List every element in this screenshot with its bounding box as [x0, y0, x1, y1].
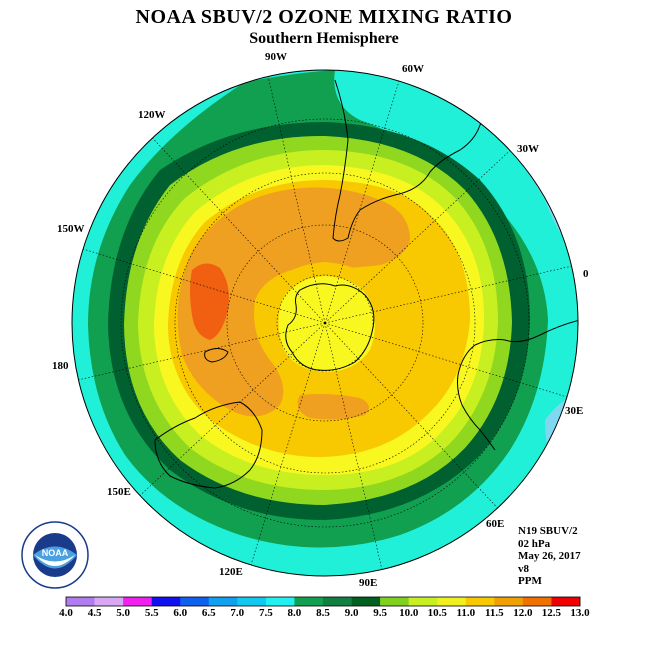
- meridian-line: [152, 137, 326, 324]
- coastline-africa: [457, 319, 578, 451]
- colorbar-tick-label: 9.0: [344, 607, 359, 619]
- colorbar-tick-label: 12.5: [541, 607, 562, 619]
- coastline-new-zealand: [204, 348, 229, 363]
- colorbar-tick-label: 8.5: [316, 607, 330, 619]
- lon-label-90w: 90W: [265, 51, 287, 63]
- colorbar-tick-label: 5.5: [144, 607, 159, 619]
- meridian-line: [250, 322, 326, 565]
- instrument-label: N19 SBUV/2: [518, 525, 578, 537]
- noaa-logo: NOAA: [21, 521, 89, 589]
- colorbar-swatch: [494, 597, 524, 606]
- colorbar-swatch: [66, 597, 95, 606]
- parallel-circle: [120, 118, 530, 528]
- parallel-circle: [226, 224, 424, 422]
- colorbar-swatch: [151, 597, 181, 606]
- colorbar-swatch: [408, 597, 438, 606]
- meridian-line: [324, 265, 572, 324]
- colorbar-tick-label: 4.0: [59, 607, 73, 619]
- colorbar-tick-label: 12.0: [513, 607, 533, 619]
- colorbar-swatch: [237, 597, 267, 606]
- colorbar-tick-label: 5.0: [116, 607, 130, 619]
- meridian-line: [324, 322, 383, 570]
- lon-label-180: 180: [52, 360, 69, 372]
- pressure-level-label: 02 hPa: [518, 537, 551, 550]
- colorbar-swatch: [437, 597, 467, 606]
- colorbar: [65, 596, 581, 607]
- colorbar-tick-label: 9.5: [373, 607, 387, 619]
- colorbar-swatch: [351, 597, 381, 606]
- meridian-line: [324, 322, 567, 398]
- meridian-line: [324, 150, 511, 324]
- parallel-circle: [174, 172, 476, 474]
- colorbar-tick-label: 6.5: [201, 607, 216, 619]
- colorbar-swatch: [522, 597, 552, 606]
- contour-11-5-patch: [297, 394, 369, 420]
- contour-11-5: [177, 187, 410, 417]
- parallel-circle: [276, 274, 374, 372]
- chart-title: NOAA SBUV/2 OZONE MIXING RATIO: [135, 6, 513, 28]
- info-block: N19 SBUV/2 02 hPa May 26, 2017 v8 PPM: [518, 525, 581, 588]
- colorbar-tick-label: 13.0: [570, 607, 590, 619]
- lon-label-30e: 30E: [565, 405, 584, 417]
- colorbar-tick-label: 10.5: [427, 607, 447, 619]
- coastline-south-america: [332, 79, 485, 242]
- lon-label-150w: 150W: [57, 223, 85, 235]
- contour-12-0: [190, 263, 229, 340]
- colorbar-swatch: [465, 597, 495, 606]
- colorbar-tick-label: 10.0: [399, 607, 419, 619]
- meridian-line: [324, 322, 498, 509]
- colorbar-tick-label: 7.5: [259, 607, 273, 619]
- lon-label-90e: 90E: [359, 577, 378, 589]
- map-border: [71, 69, 579, 577]
- chart-subtitle: Southern Hemisphere: [249, 30, 399, 47]
- meridian-line: [324, 81, 400, 324]
- colorbar-tick-label: 6.0: [173, 607, 188, 619]
- colorbar-tick-label: 8.0: [287, 607, 302, 619]
- lon-label-0: 0: [583, 268, 589, 280]
- coastline-australia: [154, 401, 263, 489]
- colorbar-border: [65, 596, 581, 607]
- colorbar-swatch: [94, 597, 124, 606]
- colorbar-swatch: [208, 597, 238, 606]
- colorbar-swatch: [123, 597, 152, 606]
- date-label: May 26, 2017: [518, 550, 581, 562]
- lon-label-30w: 30W: [517, 143, 539, 155]
- units-label: PPM: [518, 575, 542, 587]
- colorbar-swatch: [294, 597, 324, 606]
- colorbar-swatch: [323, 597, 352, 606]
- colorbar-tick-label: 4.5: [87, 607, 102, 619]
- meridian-line: [78, 322, 326, 381]
- colorbar-swatch: [380, 597, 409, 606]
- lon-label-60w: 60W: [402, 63, 424, 75]
- meridian-line: [139, 322, 326, 496]
- coastline-antarctica: [285, 283, 375, 371]
- meridian-line: [83, 248, 326, 324]
- colorbar-swatch: [265, 597, 295, 606]
- version-label: v8: [518, 562, 529, 575]
- noaa-logo-text: NOAA: [42, 548, 69, 558]
- lon-label-150e: 150E: [107, 486, 131, 498]
- colorbar-swatch: [551, 597, 581, 606]
- colorbar-swatch: [180, 597, 210, 606]
- colorbar-tick-label: 11.5: [484, 607, 504, 619]
- lon-label-60e: 60E: [486, 518, 505, 530]
- contour-10-5-inner: [278, 276, 375, 372]
- colorbar-tick-label: 11.0: [456, 607, 476, 619]
- lon-label-120e: 120E: [219, 566, 243, 578]
- lon-label-120w: 120W: [138, 109, 166, 121]
- meridian-line: [267, 76, 326, 324]
- colorbar-tick-label: 7.0: [230, 607, 245, 619]
